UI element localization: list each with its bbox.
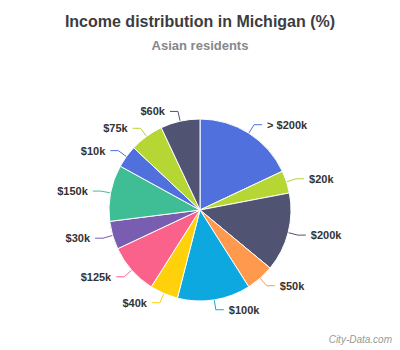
svg-text:$50k: $50k xyxy=(280,280,305,292)
svg-text:Asian residents: Asian residents xyxy=(152,38,249,53)
svg-text:$150k: $150k xyxy=(57,185,88,197)
svg-text:$10k: $10k xyxy=(81,145,106,157)
svg-text:$125k: $125k xyxy=(81,271,112,283)
svg-text:City-Data.com: City-Data.com xyxy=(329,334,392,345)
svg-text:$75k: $75k xyxy=(103,122,128,134)
svg-text:> $200k: > $200k xyxy=(267,119,308,131)
svg-text:$20k: $20k xyxy=(309,173,334,185)
svg-text:$60k: $60k xyxy=(140,105,165,117)
svg-text:$200k: $200k xyxy=(311,229,342,241)
svg-text:$40k: $40k xyxy=(122,297,147,309)
svg-text:$30k: $30k xyxy=(66,232,91,244)
svg-text:Income distribution in Michiga: Income distribution in Michigan (%) xyxy=(65,13,335,30)
svg-text:$100k: $100k xyxy=(229,304,260,316)
